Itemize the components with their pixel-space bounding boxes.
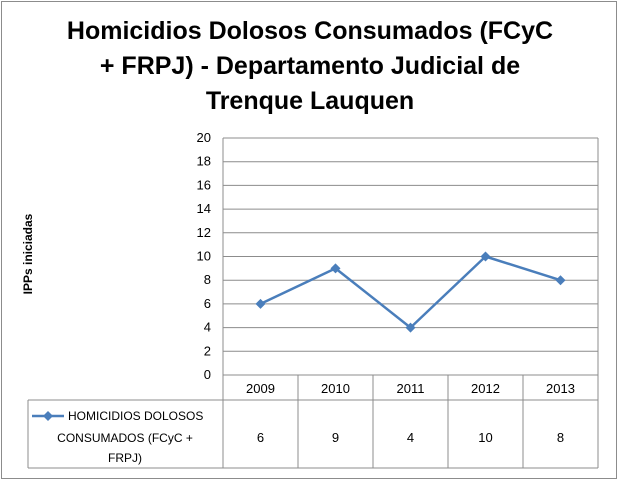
x-tick-label: 2013	[546, 381, 575, 396]
data-point-marker	[480, 251, 491, 262]
legend-marker-key	[43, 411, 53, 421]
data-point-marker	[555, 275, 566, 286]
data-table-value: 10	[478, 430, 492, 445]
y-tick-label: 12	[197, 225, 211, 240]
x-tick-label: 2012	[471, 381, 500, 396]
y-tick-label: 16	[197, 177, 211, 192]
x-tick-label: 2009	[246, 381, 275, 396]
y-tick-label: 18	[197, 154, 211, 169]
y-tick-label: 2	[204, 343, 211, 358]
chart-title-line-3: Trenque Lauquen	[205, 87, 415, 115]
data-point-marker	[255, 298, 266, 309]
y-tick-label: 8	[204, 272, 211, 287]
y-tick-label: 20	[197, 130, 211, 145]
x-tick-label: 2011	[397, 381, 425, 396]
data-table-value: 4	[407, 430, 414, 445]
data-table-value: 8	[557, 430, 564, 445]
legend-series-name: HOMICIDIOS DOLOSOS	[68, 409, 203, 423]
legend-series-name: CONSUMADOS (FCyC +	[57, 431, 193, 445]
y-tick-label: 4	[204, 320, 211, 335]
y-tick-label: 0	[204, 367, 211, 382]
chart-title-line-1: Homicidios Dolosos Consumados (FCyC	[66, 17, 554, 45]
data-table-value: 6	[257, 430, 264, 445]
series-line	[259, 255, 561, 329]
chart-title: Homicidios Dolosos Consumados (FCyC + FR…	[40, 14, 580, 119]
x-tick-label: 2010	[321, 381, 350, 396]
chart-title-line-2: + FRPJ) - Departamento Judicial de	[99, 52, 521, 80]
data-point-marker	[405, 322, 416, 333]
legend-series-name: FRPJ)	[108, 451, 142, 465]
y-tick-label: 10	[197, 249, 211, 264]
data-point-marker	[330, 263, 341, 274]
data-table-value: 9	[332, 430, 339, 445]
y-tick-label: 6	[204, 296, 211, 311]
y-tick-label: 14	[197, 201, 211, 216]
